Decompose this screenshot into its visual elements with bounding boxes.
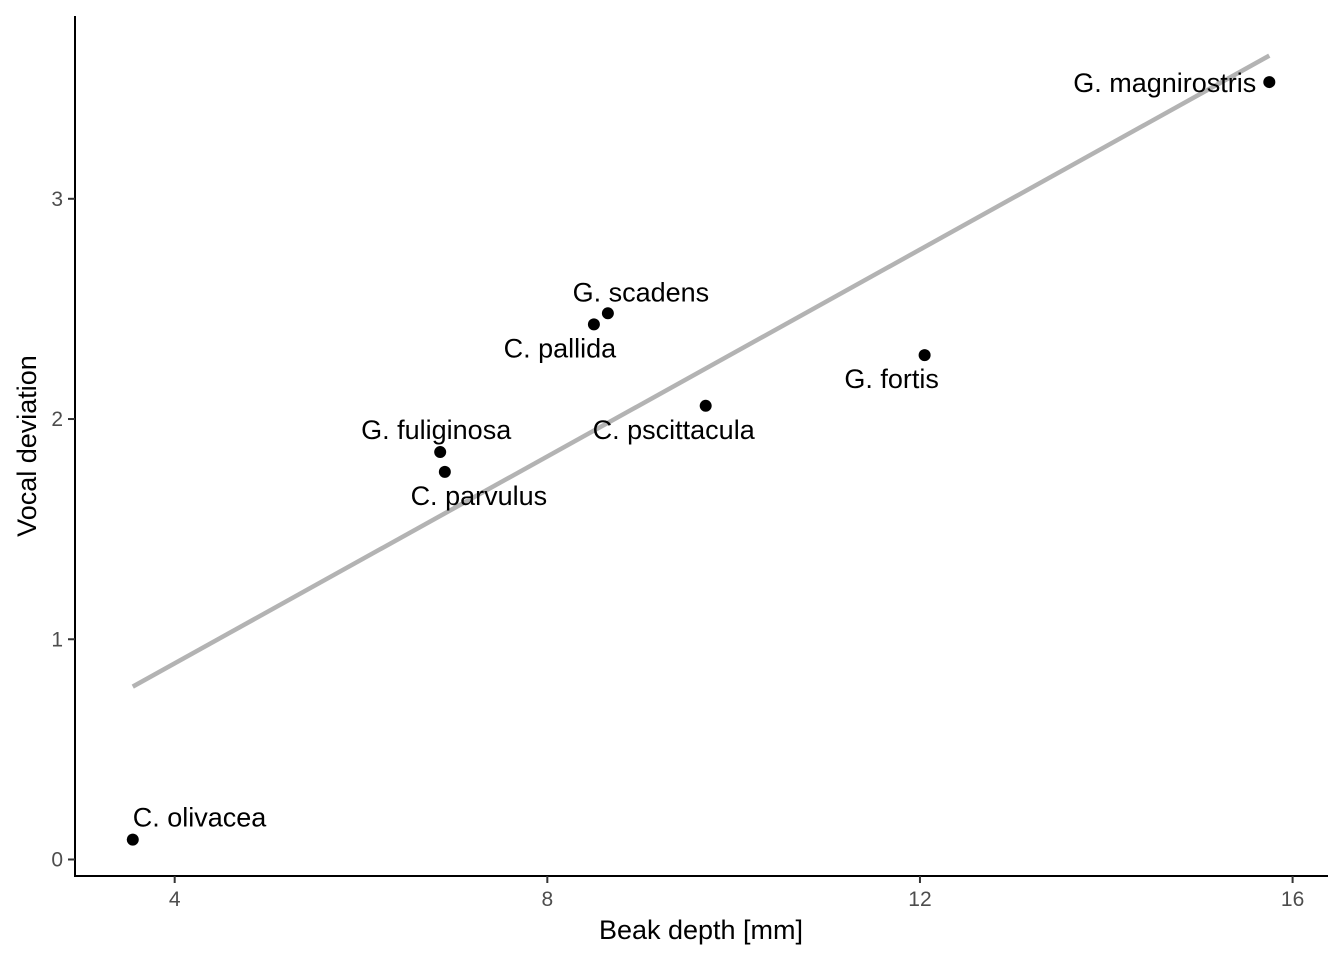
point-label: G. magnirostris (1073, 68, 1256, 98)
regression-line (131, 53, 1271, 689)
x-tick-label: 8 (541, 888, 553, 911)
data-point (601, 307, 614, 320)
point-label: G. fuliginosa (361, 415, 512, 445)
x-tick-label: 12 (908, 888, 931, 911)
x-tick-label: 16 (1281, 888, 1304, 911)
x-axis-title: Beak depth [mm] (599, 915, 803, 945)
y-tick-label: 3 (51, 188, 63, 211)
point-label: C. parvulus (411, 481, 548, 511)
point-label: C. pallida (504, 333, 618, 363)
data-point (438, 465, 451, 478)
x-tick-label: 4 (169, 888, 181, 911)
point-label: C. pscittacula (593, 415, 756, 445)
data-point (434, 446, 447, 459)
data-point (699, 399, 712, 412)
point-label: C. olivacea (133, 803, 268, 833)
data-point (918, 349, 931, 362)
y-tick-label: 1 (51, 628, 63, 651)
y-tick-label: 2 (51, 408, 63, 431)
data-point (1263, 76, 1276, 89)
data-point (587, 318, 600, 331)
data-point (126, 833, 139, 846)
point-label: G. scadens (573, 277, 710, 307)
point-label: G. fortis (844, 364, 939, 394)
y-tick-label: 0 (51, 848, 63, 871)
y-axis-title: Vocal deviation (12, 355, 42, 537)
